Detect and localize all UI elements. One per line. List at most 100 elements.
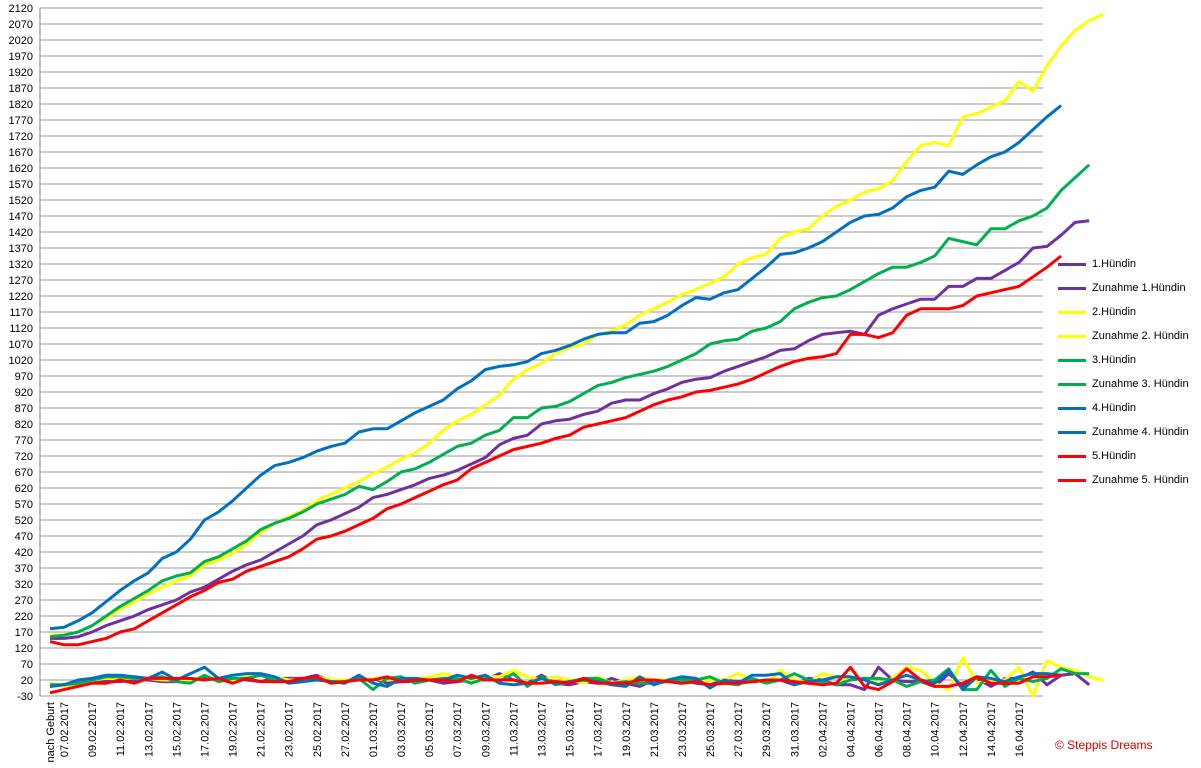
legend-swatch (1058, 286, 1086, 290)
legend-label: 5.Hündin (1092, 450, 1137, 462)
x-tick-label: 10.04.2017 (930, 702, 942, 757)
x-tick-label: 11.02.2017 (115, 702, 127, 756)
y-tick-label: 1170 (9, 307, 33, 319)
legend-item: Zunahme 3. Hündin (1058, 372, 1200, 396)
x-tick-label: 08.04.2017 (902, 702, 914, 757)
y-tick-label: 220 (15, 611, 33, 623)
legend-swatch (1058, 310, 1086, 314)
y-tick-label: 1520 (9, 195, 33, 207)
legend-item: Zunahme 2. Hündin (1058, 324, 1200, 348)
y-tick-label: 1470 (9, 211, 33, 223)
y-tick-label: 820 (15, 419, 33, 431)
x-tick-label: 21.03.2017 (649, 702, 661, 757)
legend-item: 3.Hündin (1058, 348, 1200, 372)
x-tick-label: 06.04.2017 (874, 702, 886, 757)
y-tick-label: 420 (15, 547, 33, 559)
y-tick-label: 20 (21, 675, 33, 687)
y-axis: -302070120170220270320370420470520570620… (9, 3, 41, 703)
x-tick-label: 07.03.2017 (452, 702, 464, 757)
legend-label: Zunahme 3. Hündin (1092, 378, 1189, 390)
x-tick-label: 07.02.2017 (59, 702, 71, 757)
x-tick-label: 04.04.2017 (845, 702, 857, 757)
x-tick-label: 13.02.2017 (143, 702, 155, 757)
series-line (49, 254, 1063, 647)
legend-item: 5.Hündin (1058, 444, 1200, 468)
x-tick-label: 05.03.2017 (424, 702, 436, 757)
x-tick-label: 01.03.2017 (368, 702, 380, 757)
x-tick-label: 16.04.2017 (1014, 702, 1026, 757)
legend-label: Zunahme 2. Hündin (1092, 330, 1189, 342)
series-lines (49, 13, 1104, 698)
x-tick-label: 19.02.2017 (228, 702, 240, 757)
y-tick-label: 1970 (9, 51, 33, 63)
x-tick-label: 23.02.2017 (284, 702, 296, 757)
x-tick-label: 14.04.2017 (986, 702, 998, 757)
x-tick-label: 25.03.2017 (705, 702, 717, 757)
y-tick-label: 870 (15, 403, 33, 415)
legend-item: 2.Hündin (1058, 300, 1200, 324)
y-tick-label: 1820 (9, 99, 33, 111)
legend-swatch (1058, 430, 1086, 434)
y-tick-label: 1420 (9, 227, 33, 239)
x-tick-label: 23.03.2017 (677, 702, 689, 757)
x-tick-label: 03.03.2017 (396, 702, 408, 757)
x-tick-label: 27.02.2017 (340, 702, 352, 757)
y-tick-label: 1220 (9, 291, 33, 303)
legend-label: 3.Hündin (1092, 354, 1137, 366)
legend: 1.Hündin Zunahme 1.Hündin 2.Hündin Zunah… (1058, 252, 1200, 492)
y-tick-label: 770 (15, 435, 33, 447)
x-tick-label: 09.02.2017 (87, 702, 99, 757)
x-tick-label: 25.02.2017 (312, 702, 324, 757)
y-tick-label: 270 (15, 595, 33, 607)
y-tick-label: 1770 (9, 115, 33, 127)
legend-item: Zunahme 5. Hündin (1058, 468, 1200, 492)
x-tick-label: nach Geburt (45, 702, 57, 763)
y-tick-label: 670 (15, 467, 33, 479)
legend-swatch (1058, 382, 1086, 386)
y-tick-label: 1920 (9, 67, 33, 79)
y-tick-label: 520 (15, 515, 33, 527)
legend-swatch (1058, 358, 1086, 362)
y-tick-label: 120 (15, 643, 33, 655)
x-tick-label: 31.03.2017 (789, 702, 801, 757)
y-tick-label: 1070 (9, 339, 33, 351)
x-tick-label: 19.03.2017 (621, 702, 633, 757)
copyright-notice: © Steppis Dreams (1055, 738, 1153, 752)
legend-swatch (1058, 478, 1086, 482)
y-tick-label: 1270 (9, 275, 33, 287)
y-tick-label: 1370 (9, 243, 33, 255)
legend-swatch (1058, 406, 1086, 410)
series-line (50, 219, 1090, 640)
y-tick-label: 1120 (9, 323, 33, 335)
y-tick-label: 1020 (9, 355, 33, 367)
x-axis: nach Geburt 07.02.2017 09.02.2017 11.02.201… (45, 702, 1026, 763)
legend-item: 1.Hündin (1058, 252, 1200, 276)
x-tick-label: 13.03.2017 (537, 702, 549, 757)
legend-swatch (1058, 334, 1086, 338)
x-tick-label: 17.02.2017 (199, 702, 211, 757)
x-tick-label: 09.03.2017 (480, 702, 492, 757)
y-tick-label: 170 (15, 627, 33, 639)
legend-label: 1.Hündin (1092, 258, 1137, 270)
legend-label: Zunahme 4. Hündin (1092, 426, 1189, 438)
y-tick-label: 1320 (9, 259, 33, 271)
y-tick-label: 920 (15, 387, 33, 399)
x-tick-label: 11.03.2017 (508, 702, 520, 756)
y-tick-label: 370 (15, 563, 33, 575)
y-tick-label: 2070 (9, 19, 33, 31)
y-tick-label: 620 (15, 483, 33, 495)
series-line (50, 13, 1104, 637)
series-line (49, 104, 1063, 631)
legend-swatch (1058, 454, 1086, 458)
x-tick-label: 29.03.2017 (761, 702, 773, 757)
series-line (49, 163, 1091, 639)
legend-item: 4.Hündin (1058, 396, 1200, 420)
legend-label: Zunahme 1.Hündin (1092, 282, 1186, 294)
y-tick-label: 2020 (9, 35, 33, 47)
legend-label: Zunahme 5. Hündin (1092, 474, 1189, 486)
x-tick-label: 27.03.2017 (733, 702, 745, 757)
legend-item: Zunahme 1.Hündin (1058, 276, 1200, 300)
legend-item: Zunahme 4. Hündin (1058, 420, 1200, 444)
series-line (49, 665, 1062, 695)
